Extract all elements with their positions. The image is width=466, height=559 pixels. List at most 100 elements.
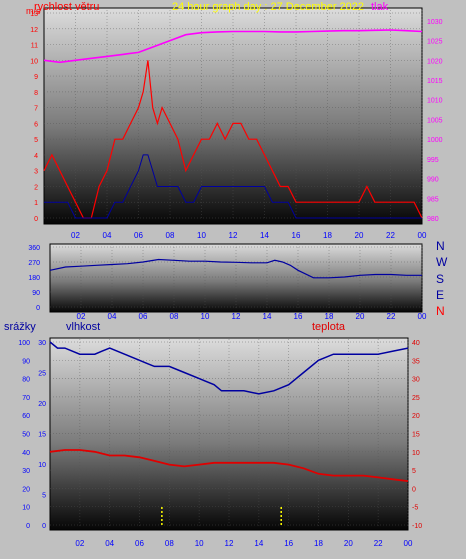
wind-y-tick: 13 [30, 11, 38, 18]
temperature-y-tick: 35 [412, 358, 420, 365]
wind-x-tick: 20 [355, 231, 364, 240]
rain-y-tick: 40 [22, 450, 30, 457]
rain-y-tick: 60 [22, 413, 30, 420]
humidity-y-tick: 0 [42, 523, 46, 530]
wind-x-tick: 18 [323, 231, 332, 240]
humidity-axis-title: vlhkost [66, 321, 100, 333]
wind-x-tick: 08 [166, 231, 175, 240]
humidity-x-tick: 18 [314, 539, 323, 548]
wind-y-tick: 4 [34, 153, 38, 160]
compass-letter-w: W [436, 255, 448, 269]
direction-y-tick: 90 [32, 290, 40, 297]
rain-y-tick: 50 [22, 432, 30, 439]
rain-y-tick: 10 [22, 505, 30, 512]
pressure-y-tick: 1010 [427, 98, 443, 105]
direction-x-tick: 20 [356, 312, 365, 321]
pressure-y-tick: 990 [427, 177, 439, 184]
direction-x-tick: 04 [108, 312, 117, 321]
wind-x-tick: 02 [71, 231, 80, 240]
wind-x-tick: 04 [103, 231, 112, 240]
compass-letter-n-bottom: N [436, 304, 445, 318]
series-humidity-line [49, 341, 409, 395]
temperature-y-tick: 10 [412, 450, 420, 457]
humidity-x-tick: 06 [135, 539, 144, 548]
direction-x-tick: 22 [387, 312, 396, 321]
wind-axis-unit: m/s [26, 6, 41, 16]
direction-x-tick: 02 [77, 312, 86, 321]
wind-y-tick: 7 [34, 106, 38, 113]
rain-y-tick: 30 [22, 468, 30, 475]
humidity-x-tick: 04 [105, 539, 114, 548]
direction-y-tick: 0 [36, 305, 40, 312]
temperature-y-tick: 0 [412, 486, 416, 493]
series-pressure-line [43, 29, 423, 64]
wind-y-tick: 1 [34, 200, 38, 207]
humidity-x-tick: 10 [195, 539, 204, 548]
direction-x-tick: 14 [263, 312, 272, 321]
rain-y-tick: 100 [18, 340, 30, 347]
temperature-y-tick: 15 [412, 432, 420, 439]
wind-y-tick: 2 [34, 184, 38, 191]
pressure-y-tick: 995 [427, 157, 439, 164]
direction-x-tick: 08 [170, 312, 179, 321]
compass-letter-e: E [436, 288, 444, 302]
humidity-y-tick: 25 [38, 371, 46, 378]
humidity-y-tick: 5 [42, 493, 46, 500]
humidity-x-tick: 14 [254, 539, 263, 548]
wind-y-tick: 5 [34, 137, 38, 144]
wind-y-tick: 0 [34, 216, 38, 223]
temperature-y-tick: -5 [412, 505, 418, 512]
humidity-y-tick: 10 [38, 462, 46, 469]
temperature-y-tick: 40 [412, 340, 420, 347]
direction-y-tick: 360 [28, 245, 40, 252]
wind-x-tick: 16 [292, 231, 301, 240]
pressure-y-tick: 1015 [427, 78, 443, 85]
wind-x-tick: 14 [260, 231, 269, 240]
wind-axis-title: rychlost větru [34, 1, 99, 13]
direction-y-tick: 270 [28, 260, 40, 267]
series-temperature-line [49, 449, 409, 482]
temperature-y-tick: 25 [412, 395, 420, 402]
rain-y-tick: 90 [22, 358, 30, 365]
direction-x-tick: 00 [418, 312, 427, 321]
wind-y-tick: 6 [34, 121, 38, 128]
direction-y-tick: 180 [28, 275, 40, 282]
wind-y-tick: 10 [30, 58, 38, 65]
wind-y-tick: 3 [34, 169, 38, 176]
pressure-y-tick: 1025 [427, 39, 443, 46]
humidity-x-tick: 12 [225, 539, 234, 548]
pressure-y-tick: 1020 [427, 58, 443, 65]
humidity-y-tick: 15 [38, 432, 46, 439]
series-gust-line [43, 60, 423, 219]
series-wind-line [44, 154, 422, 219]
pressure-y-tick: 1005 [427, 117, 443, 124]
humidity-x-tick: 02 [75, 539, 84, 548]
wind-x-tick: 22 [386, 231, 395, 240]
compass-letter-n-top: N [436, 239, 445, 253]
pressure-y-tick: 1030 [427, 19, 443, 26]
humidity-x-tick: 22 [374, 539, 383, 548]
wind-y-tick: 11 [31, 43, 38, 50]
compass-letter-s: S [436, 272, 444, 286]
temperature-y-tick: -10 [412, 523, 422, 530]
temperature-y-tick: 30 [412, 377, 420, 384]
rain-y-tick: 20 [22, 486, 30, 493]
chart-title: 24 hour graph day : 27 December 2022 [172, 1, 364, 13]
series-direction-line [49, 258, 422, 279]
humidity-y-tick: 30 [38, 340, 46, 347]
wind-x-tick: 12 [229, 231, 238, 240]
temperature-axis-title: teplota [312, 321, 346, 333]
direction-x-tick: 12 [232, 312, 241, 321]
rain-y-tick: 0 [26, 523, 30, 530]
wind-x-tick: 10 [197, 231, 206, 240]
humidity-y-tick: 20 [38, 401, 46, 408]
humidity-x-tick: 16 [284, 539, 293, 548]
pressure-axis-title: tlak [371, 1, 389, 13]
wind-y-tick: 9 [34, 74, 38, 81]
wind-x-tick: 06 [134, 231, 143, 240]
direction-x-tick: 16 [294, 312, 303, 321]
wind-y-tick: 12 [30, 27, 38, 34]
temperature-y-tick: 20 [412, 413, 420, 420]
